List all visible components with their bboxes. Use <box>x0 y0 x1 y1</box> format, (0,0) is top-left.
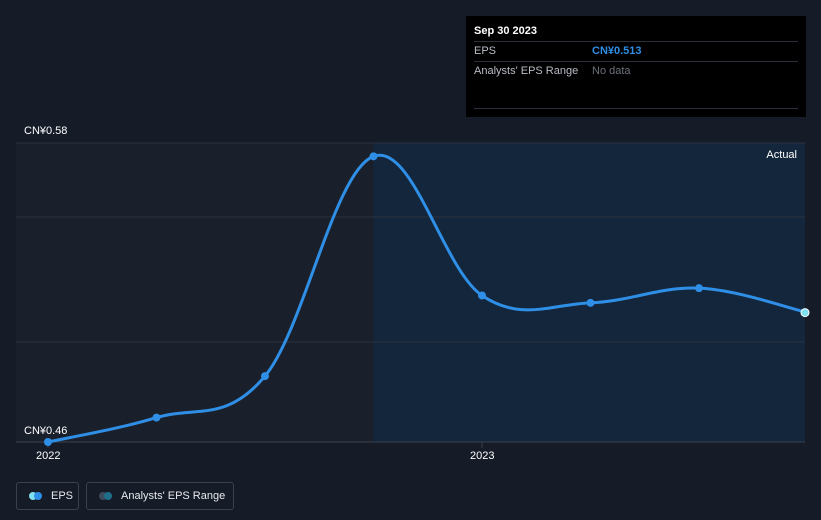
range-legend-icon <box>99 492 113 500</box>
legend-item-eps[interactable]: EPS <box>16 482 79 510</box>
tooltip-eps-label: EPS <box>474 44 497 57</box>
tooltip-range-value: No data <box>592 64 631 77</box>
tooltip: Sep 30 2023 EPS CN¥0.513 Analysts' EPS R… <box>466 16 806 117</box>
y-axis-bottom-label: CN¥0.46 <box>24 425 67 437</box>
eps-point[interactable] <box>800 308 810 318</box>
y-axis-top-label: CN¥0.58 <box>24 125 67 137</box>
eps-point[interactable] <box>586 298 595 307</box>
x-tick-label: 2022 <box>36 450 60 462</box>
eps-series-line <box>46 153 806 444</box>
x-tick-label: 2023 <box>470 450 494 462</box>
tooltip-range-label: Analysts' EPS Range <box>474 64 579 77</box>
eps-legend-icon <box>29 492 43 500</box>
grid-lines <box>16 142 805 448</box>
eps-point[interactable] <box>44 438 52 446</box>
eps-point[interactable] <box>152 413 161 422</box>
tooltip-divider <box>474 108 798 109</box>
legend-item-analysts-range[interactable]: Analysts' EPS Range <box>86 482 234 510</box>
eps-point[interactable] <box>369 152 378 161</box>
eps-point[interactable] <box>261 372 269 381</box>
tooltip-date: Sep 30 2023 <box>474 25 537 37</box>
eps-point[interactable] <box>695 284 703 293</box>
legend-eps-label: EPS <box>51 490 74 502</box>
eps-point[interactable] <box>478 291 486 300</box>
legend-range-label: Analysts' EPS Range <box>121 490 226 502</box>
past-region-shade <box>16 143 374 442</box>
tooltip-eps-value: CN¥0.513 <box>592 44 642 57</box>
actual-region-shade <box>373 143 805 442</box>
tooltip-row-eps: EPS CN¥0.513 <box>474 41 798 59</box>
actual-region-label: Actual <box>766 149 797 161</box>
tooltip-row-range: Analysts' EPS Range No data <box>474 61 798 79</box>
eps-points <box>44 152 810 446</box>
